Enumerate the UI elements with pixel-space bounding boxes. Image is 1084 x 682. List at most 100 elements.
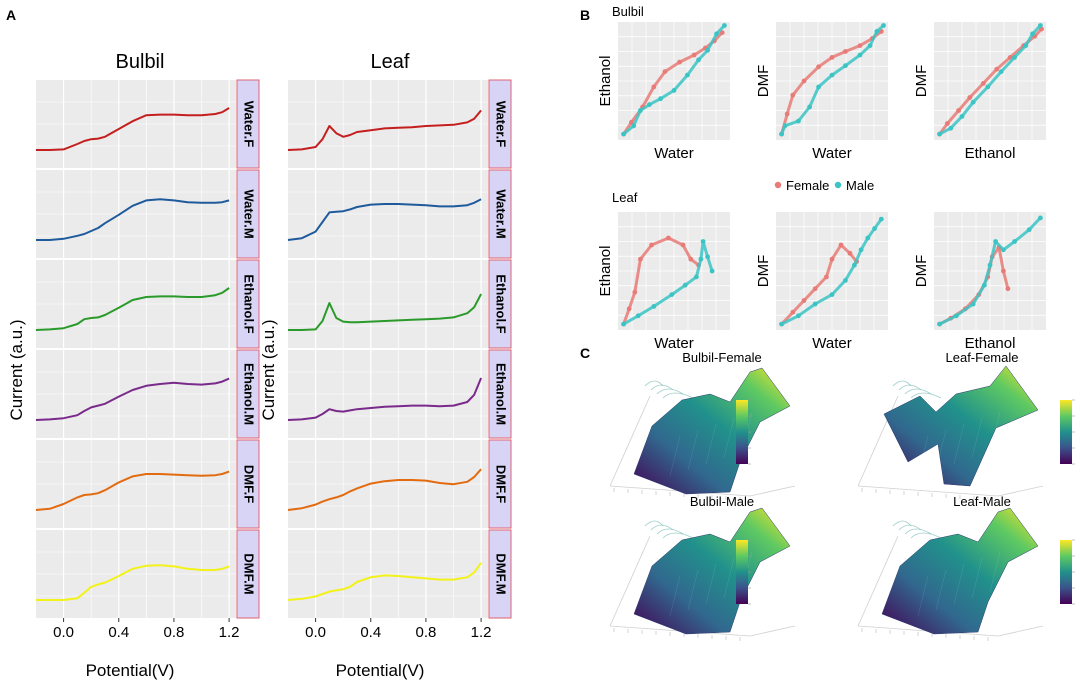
female-point: [847, 250, 853, 256]
male-point: [937, 131, 942, 137]
scatter-y-label: Ethanol: [597, 56, 614, 107]
series-line-water-m: [287, 198, 482, 241]
y-axis-label-bulbil: Current (a.u.): [7, 319, 26, 420]
male-point: [1012, 55, 1017, 60]
female-point: [816, 64, 821, 70]
column-title-bulbil: Bulbil: [116, 51, 165, 73]
male-point: [779, 321, 784, 327]
male-point: [985, 84, 991, 90]
axis-line: [749, 625, 796, 637]
group-title-bulbil: Bulbil: [612, 4, 644, 19]
male-trace: [938, 24, 1042, 136]
male-point: [647, 102, 652, 107]
contour-line: [898, 384, 922, 391]
surface-title: Leaf-Male: [953, 494, 1011, 509]
facet-strip-label: DMF.M: [242, 553, 257, 594]
x-axis-label-bulbil: Potential(V): [86, 661, 175, 680]
scatter-x-label: Ethanol: [965, 335, 1016, 352]
contour-line: [656, 528, 684, 535]
facet-strip-label: Water.F: [242, 101, 257, 148]
series-line-dmf-m: [36, 564, 230, 601]
x-axis-label-leaf: Potential(V): [336, 661, 425, 680]
facet-strip: [488, 349, 512, 439]
male-point: [807, 104, 812, 110]
series-line-ethanol-m: [35, 377, 230, 421]
facet-strip-label: Water.F: [494, 101, 509, 148]
male-point: [1026, 227, 1032, 233]
scatter-legend: Female Male: [774, 178, 874, 193]
surface-shading: [971, 417, 983, 459]
colorbar: [1060, 400, 1072, 464]
female-point: [1005, 286, 1011, 292]
male-point: [998, 69, 1004, 74]
male-point: [638, 108, 643, 113]
surface-shading: [723, 417, 735, 459]
female-point: [843, 49, 848, 54]
contour-line: [644, 520, 664, 527]
surface-shading: [989, 411, 1001, 453]
contour-line: [892, 380, 912, 387]
contour-line: [662, 392, 694, 399]
male-point: [796, 313, 801, 319]
surface-mesh: [633, 507, 791, 635]
surface-shading: [917, 575, 929, 617]
surface-plot: Leaf-Female: [857, 350, 1075, 501]
male-point: [1038, 23, 1043, 28]
scatter-y-label: DMF: [913, 255, 930, 288]
axis-line: [997, 625, 1044, 637]
female-point: [980, 81, 986, 86]
series-line-water-f: [36, 107, 230, 151]
male-trace: [938, 216, 1042, 326]
scatter-x-label: Ethanol: [965, 145, 1016, 162]
male-point: [1030, 31, 1035, 37]
female-point: [812, 286, 818, 292]
contour-line: [898, 524, 922, 531]
male-point: [722, 23, 727, 28]
female-point: [626, 306, 632, 312]
male-point: [658, 96, 663, 102]
facet-strip-label: DMF.F: [242, 465, 257, 503]
series-line-ethanol-f: [35, 287, 230, 331]
male-point: [796, 118, 801, 124]
series-line-ethanol-m: [287, 377, 483, 421]
male-point: [843, 278, 848, 283]
surface-shading: [669, 575, 681, 617]
column-title-leaf: Leaf: [371, 51, 410, 73]
facet-strip-label: Ethanol.F: [494, 274, 509, 333]
x-tick-label: 0.8: [416, 624, 437, 641]
male-point: [954, 313, 959, 319]
male-point: [696, 57, 701, 63]
series-line-dmf-f: [287, 468, 482, 511]
surface-title: Bulbil-Female: [682, 350, 761, 365]
scatter-y-label: DMF: [755, 255, 772, 288]
male-point: [1012, 239, 1017, 244]
contour-line: [892, 520, 912, 527]
facet-strip-label: DMF.M: [494, 553, 509, 594]
surface-plot: Bulbil-Female: [609, 350, 796, 501]
facet-strip: [236, 529, 260, 619]
male-point: [874, 29, 880, 34]
surface-shading: [687, 569, 699, 611]
scatter-x-label: Water: [654, 335, 693, 352]
scatter-y-label: Ethanol: [597, 246, 614, 297]
legend-male-dot: [834, 181, 842, 189]
axis-line: [749, 485, 796, 497]
female-point: [666, 235, 671, 241]
male-point: [709, 268, 715, 274]
contour-line: [650, 384, 674, 391]
scatter-y-label: DMF: [913, 65, 930, 98]
male-point: [1001, 247, 1006, 253]
colorbar: [1060, 540, 1072, 604]
male-point: [970, 301, 976, 307]
male-point: [867, 43, 873, 48]
male-point: [705, 254, 710, 260]
panel-b-scatter-grid: Water Ethanol Water DMF Ethanol DMF Water Ethan…: [597, 22, 1046, 352]
male-point: [816, 84, 821, 90]
female-point: [1039, 26, 1044, 32]
surface-title: Leaf-Female: [946, 350, 1019, 365]
facet-strip: [488, 439, 512, 529]
male-point: [621, 321, 626, 327]
female-point: [801, 298, 807, 303]
facet-strip: [488, 79, 512, 169]
